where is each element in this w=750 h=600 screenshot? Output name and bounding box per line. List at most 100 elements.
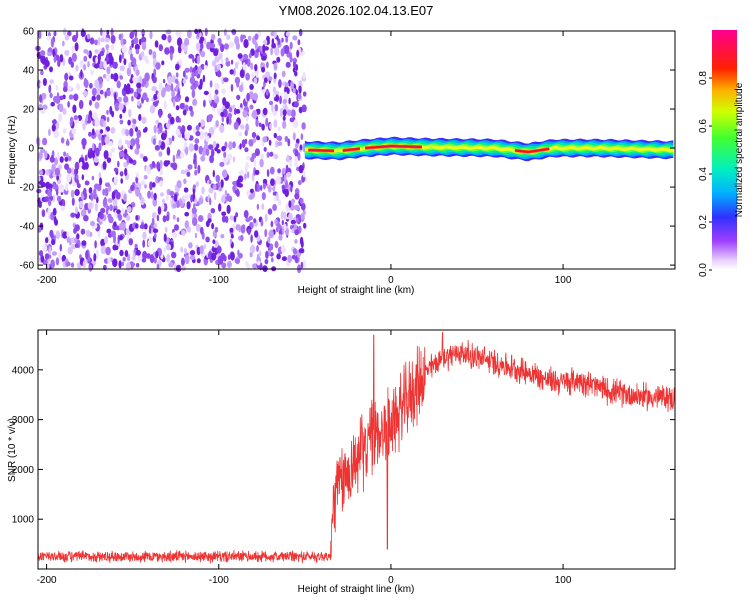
noise-speckle: [143, 223, 148, 230]
noise-speckle: [200, 226, 204, 235]
noise-speckle: [216, 63, 222, 70]
noise-speckle: [194, 197, 198, 205]
noise-speckle: [99, 212, 104, 220]
noise-speckle: [108, 52, 113, 59]
y-tick-label: 40: [23, 66, 35, 77]
noise-speckle: [86, 50, 90, 56]
noise-speckle: [208, 179, 212, 185]
noise-speckle: [249, 104, 254, 110]
noise-speckle: [273, 62, 278, 71]
noise-speckle: [44, 60, 50, 68]
noise-speckle: [91, 95, 96, 102]
noise-speckle: [180, 127, 184, 134]
noise-speckle: [172, 231, 178, 238]
noise-speckle: [207, 218, 212, 224]
noise-speckle: [277, 38, 281, 46]
noise-speckle: [200, 42, 204, 50]
noise-speckle: [192, 217, 198, 227]
noise-speckle: [46, 35, 52, 41]
noise-speckle: [59, 156, 64, 163]
noise-speckle: [93, 156, 99, 163]
noise-speckle: [269, 76, 273, 81]
noise-speckle: [73, 115, 79, 121]
noise-speckle: [240, 34, 244, 43]
noise-speckle: [180, 246, 184, 253]
noise-speckle: [160, 88, 166, 98]
noise-speckle: [142, 250, 148, 260]
noise-speckle: [282, 120, 287, 129]
noise-speckle: [294, 192, 300, 200]
noise-speckle: [125, 262, 131, 271]
noise-speckle: [213, 124, 217, 131]
noise-speckle: [294, 162, 299, 167]
noise-speckle: [218, 203, 222, 212]
noise-speckle: [213, 94, 217, 100]
noise-speckle: [297, 180, 302, 186]
noise-speckle: [167, 34, 172, 44]
noise-speckle: [147, 239, 152, 247]
noise-speckle: [300, 213, 305, 221]
noise-speckle: [123, 161, 128, 168]
noise-speckle: [171, 135, 175, 142]
noise-speckle: [163, 247, 166, 253]
noise-speckle: [288, 97, 291, 105]
noise-speckle: [264, 228, 268, 238]
noise-speckle: [209, 197, 212, 206]
noise-speckle: [66, 173, 72, 183]
noise-speckle: [123, 148, 128, 155]
y-tick-label: 2000: [12, 465, 35, 476]
noise-speckle: [64, 182, 69, 192]
snr-y-label: SNR (10 * v/v): [7, 418, 18, 482]
noise-speckle: [220, 111, 225, 117]
noise-speckle: [91, 128, 95, 136]
noise-speckle: [183, 194, 189, 200]
noise-speckle: [182, 79, 187, 84]
noise-speckle: [74, 161, 80, 171]
noise-speckle: [285, 61, 291, 68]
noise-speckle: [223, 77, 229, 83]
noise-speckle: [105, 246, 111, 256]
noise-speckle: [247, 228, 251, 235]
noise-speckle: [105, 89, 111, 97]
noise-speckle: [292, 248, 298, 255]
noise-speckle: [135, 215, 138, 221]
noise-speckle: [211, 222, 215, 230]
noise-speckle: [252, 137, 257, 143]
noise-speckle: [200, 155, 206, 162]
snr-series-line: [37, 332, 676, 564]
noise-speckle: [85, 229, 91, 237]
noise-speckle: [171, 89, 176, 99]
noise-speckle: [212, 239, 216, 244]
noise-speckle: [148, 225, 152, 234]
spectrogram-y-label: Frequency (Hz): [7, 116, 18, 185]
noise-speckle: [294, 204, 300, 211]
noise-speckle: [280, 245, 286, 254]
noise-speckle: [55, 84, 59, 91]
noise-speckle: [176, 37, 183, 47]
noise-speckle: [119, 171, 124, 177]
noise-speckle: [139, 224, 145, 230]
noise-speckle: [132, 118, 137, 125]
noise-speckle: [228, 41, 234, 48]
spectrogram-frame: [37, 30, 676, 270]
noise-speckle: [56, 195, 62, 202]
noise-speckle: [298, 28, 303, 37]
noise-speckle: [86, 33, 91, 40]
noise-speckle: [57, 59, 61, 67]
noise-speckle: [56, 175, 59, 181]
snr-x-label: Height of straight line (km): [298, 584, 415, 595]
noise-speckle: [198, 84, 203, 90]
noise-speckle: [144, 72, 150, 82]
colorbar-label: Normalized spectral amplitude: [734, 82, 745, 217]
noise-speckle: [237, 53, 243, 59]
noise-speckle: [274, 218, 278, 225]
noise-speckle: [83, 64, 87, 71]
noise-speckle: [240, 124, 245, 130]
noise-speckle: [184, 220, 189, 229]
noise-speckle: [64, 49, 70, 56]
noise-speckle: [74, 42, 79, 52]
noise-speckle: [162, 78, 166, 84]
signal-band-peak: [365, 145, 422, 150]
noise-speckle: [113, 72, 119, 82]
noise-speckle: [126, 215, 131, 222]
